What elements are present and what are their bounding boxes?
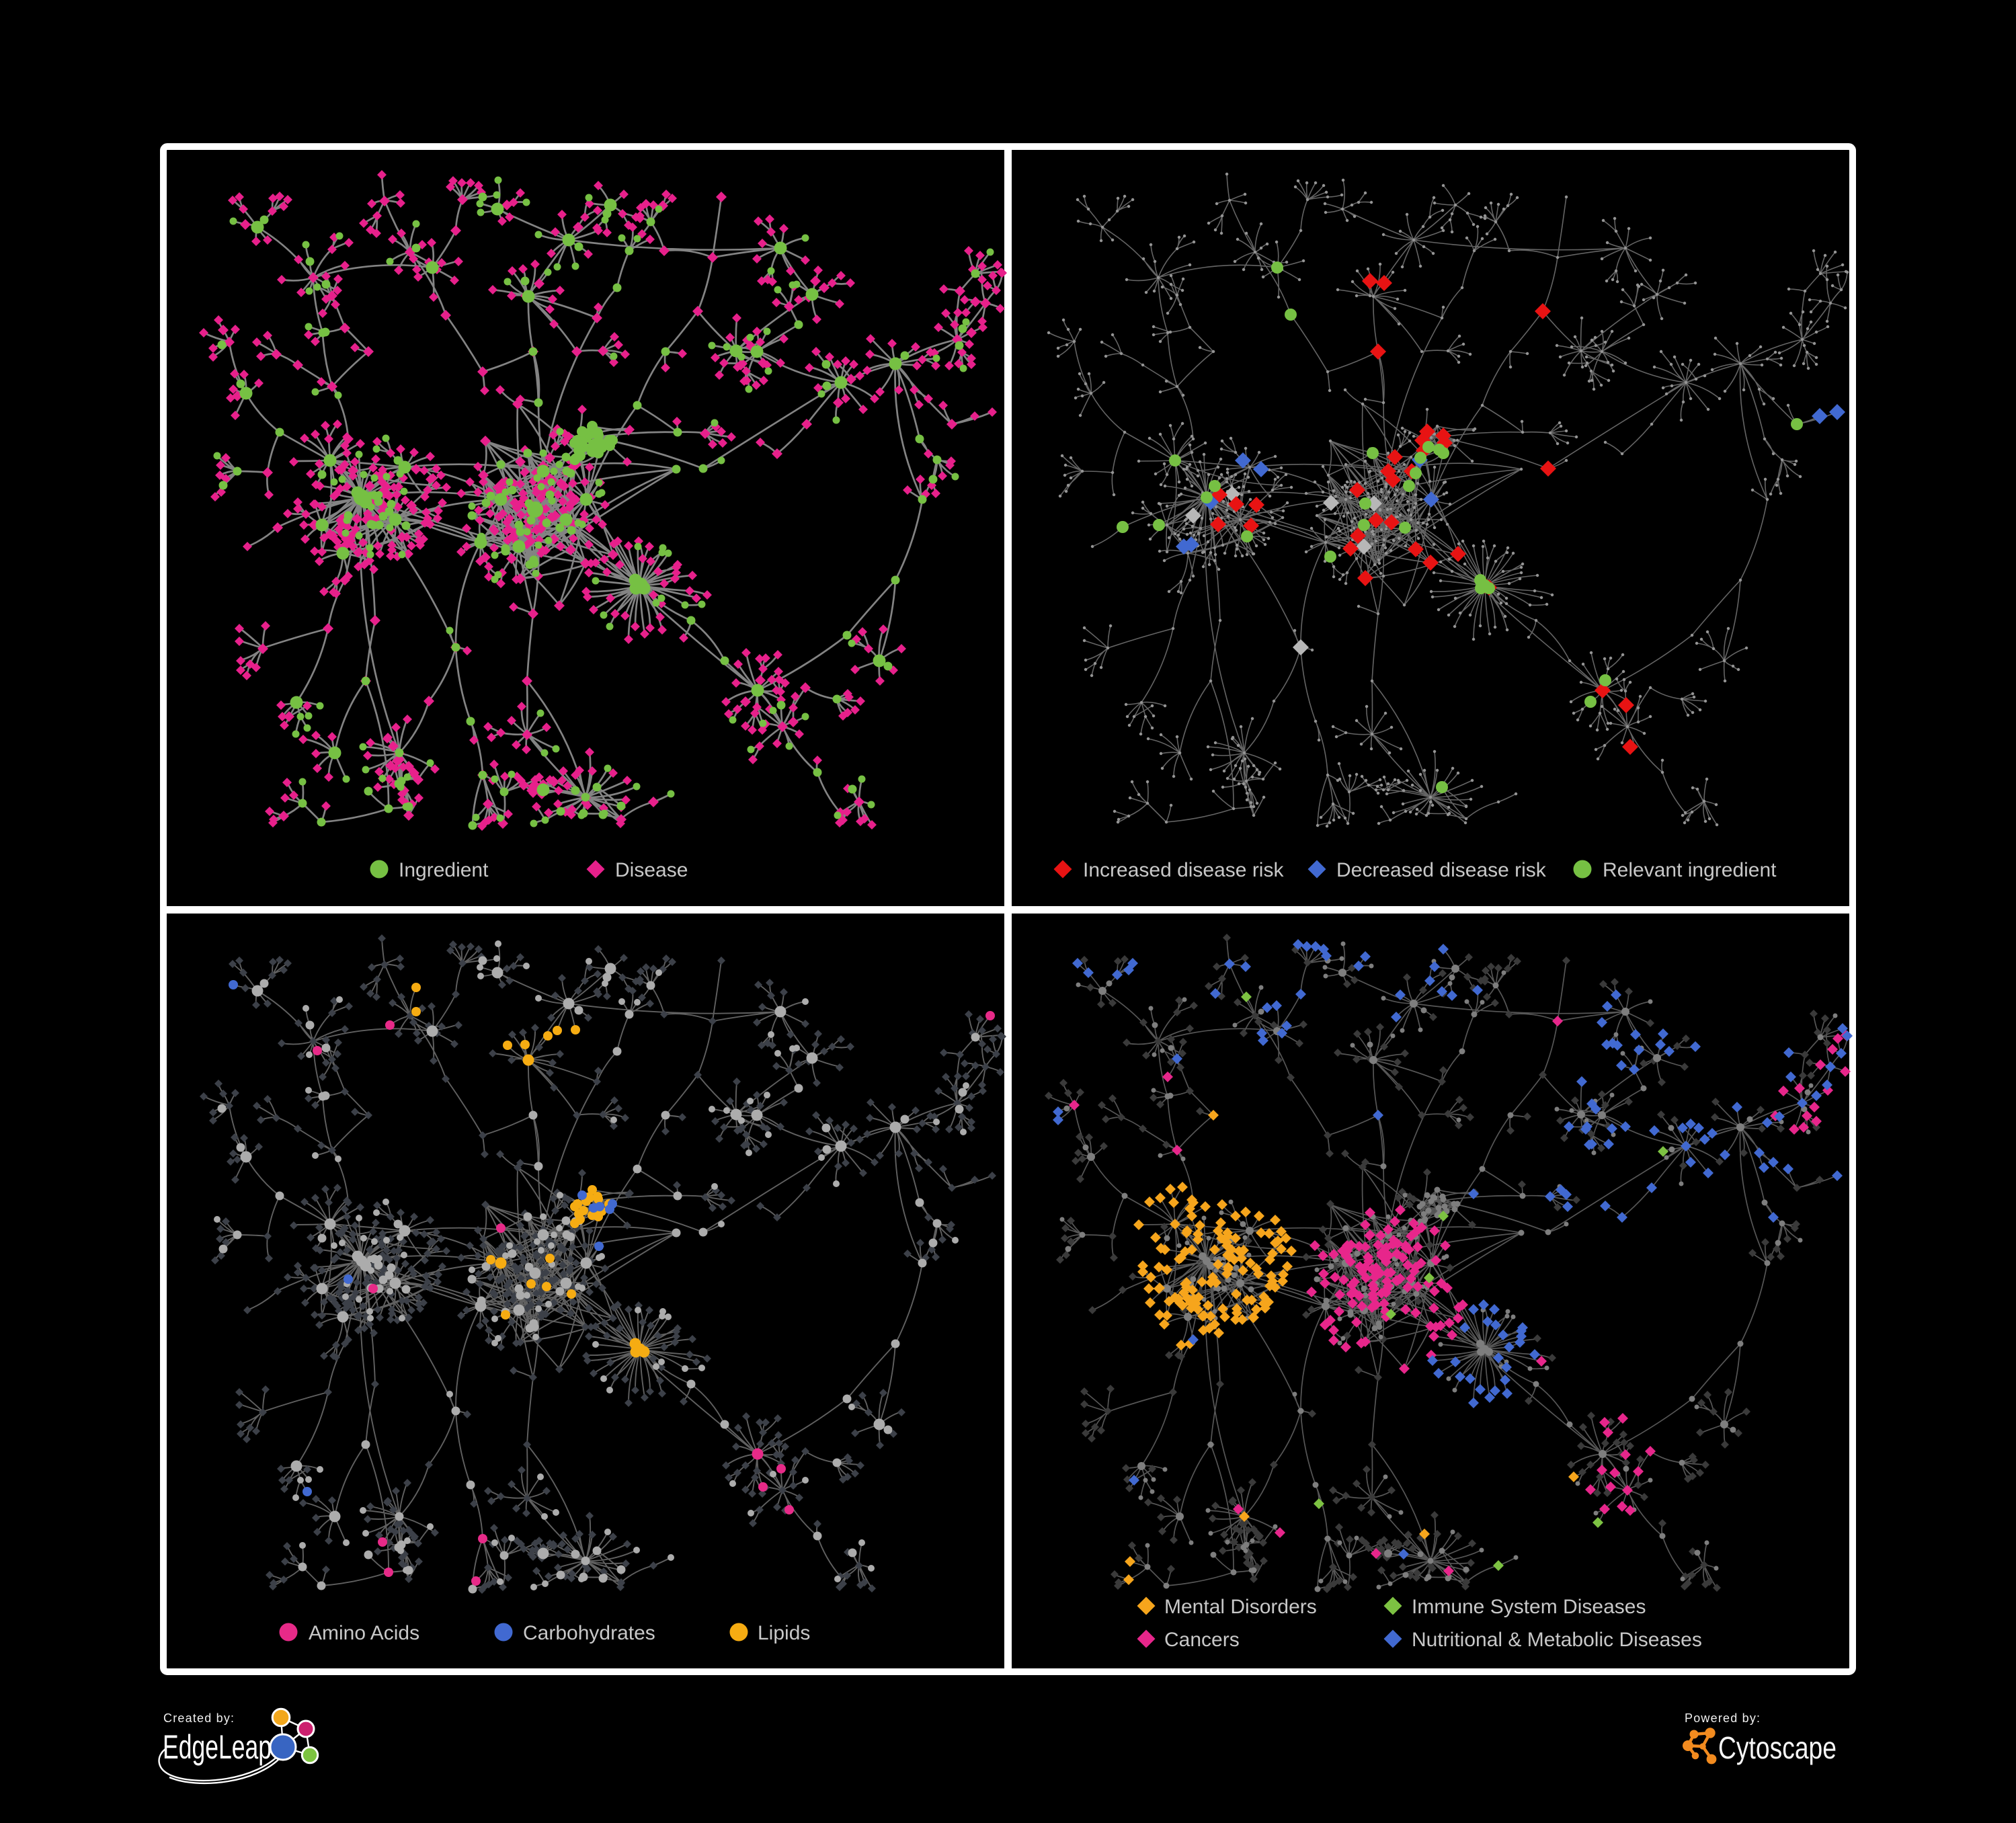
svg-text:Disease: Disease: [615, 859, 688, 881]
svg-text:EdgeLeap: EdgeLeap: [163, 1728, 272, 1766]
svg-text:Decreased disease risk: Decreased disease risk: [1336, 859, 1547, 881]
svg-text:Powered by:: Powered by:: [1685, 1711, 1761, 1725]
svg-text:Cytoscape: Cytoscape: [1718, 1730, 1837, 1765]
svg-text:Amino Acids: Amino Acids: [309, 1622, 419, 1644]
svg-text:Cancers: Cancers: [1164, 1629, 1240, 1651]
svg-text:Lipids: Lipids: [758, 1622, 810, 1644]
svg-text:Nutritional & Metabolic Diseas: Nutritional & Metabolic Diseases: [1412, 1629, 1702, 1651]
svg-text:Increased disease risk: Increased disease risk: [1083, 859, 1284, 881]
svg-text:Immune System Diseases: Immune System Diseases: [1412, 1596, 1646, 1618]
svg-text:Mental Disorders: Mental Disorders: [1164, 1596, 1317, 1618]
svg-text:Created by:: Created by:: [163, 1711, 235, 1725]
svg-text:Relevant ingredient: Relevant ingredient: [1603, 859, 1777, 881]
svg-text:Carbohydrates: Carbohydrates: [523, 1622, 655, 1644]
svg-text:Ingredient: Ingredient: [399, 859, 489, 881]
